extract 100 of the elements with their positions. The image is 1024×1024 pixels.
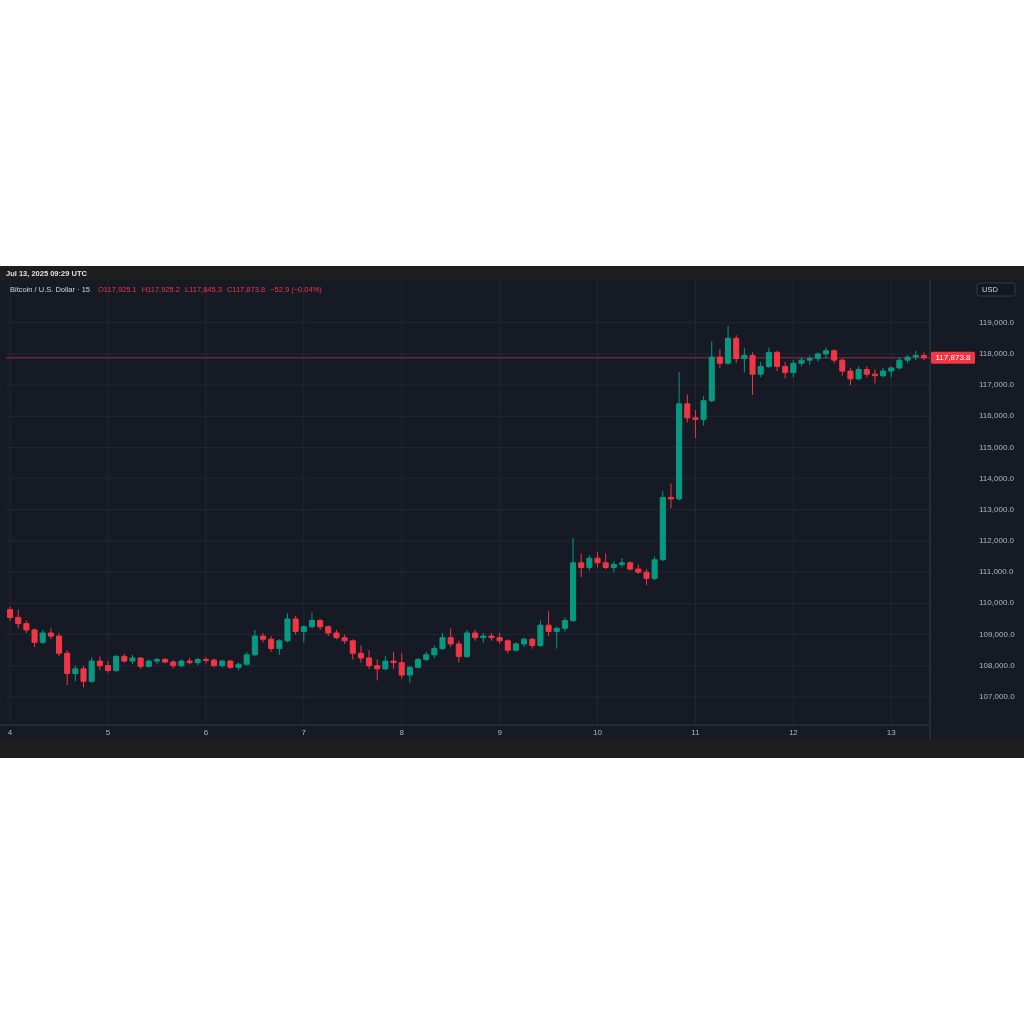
y-tick-label: 111,000.0 bbox=[979, 567, 1014, 577]
candlestick bbox=[284, 612, 291, 643]
candlestick bbox=[423, 651, 430, 662]
candlestick bbox=[831, 348, 838, 364]
candlestick bbox=[96, 655, 103, 671]
candlestick bbox=[153, 657, 160, 665]
candlestick bbox=[529, 637, 536, 650]
candlestick bbox=[39, 629, 46, 645]
candlestick bbox=[855, 365, 862, 381]
candlestick bbox=[80, 665, 87, 689]
candlestick bbox=[537, 620, 544, 648]
y-tick-label: 108,000.0 bbox=[979, 660, 1016, 670]
candlestick bbox=[406, 665, 413, 684]
y-tick-label: 112,000.0 bbox=[979, 536, 1015, 546]
x-tick-label: 5 bbox=[105, 728, 111, 738]
candlestick bbox=[684, 393, 691, 424]
candlestick bbox=[871, 369, 878, 385]
candlestick bbox=[439, 632, 446, 651]
candlestick bbox=[251, 629, 258, 657]
candlestick bbox=[586, 554, 593, 572]
candlestick bbox=[741, 347, 748, 374]
candlestick bbox=[651, 556, 658, 581]
candlestick bbox=[7, 606, 14, 622]
candlestick bbox=[504, 638, 511, 654]
candlestick bbox=[676, 371, 683, 501]
candlestick bbox=[219, 659, 226, 668]
candlestick bbox=[137, 656, 144, 670]
candlestick bbox=[757, 361, 764, 378]
candlestick bbox=[398, 652, 405, 679]
x-tick-label: 10 bbox=[593, 728, 603, 738]
ref-line-label: 117,873.8 bbox=[935, 352, 972, 362]
candlestick bbox=[839, 358, 846, 377]
candlestick bbox=[773, 350, 781, 372]
candlestick bbox=[627, 560, 634, 572]
candlestick bbox=[170, 659, 177, 669]
candlestick bbox=[765, 347, 772, 369]
candlestick bbox=[806, 354, 813, 366]
candlestick bbox=[920, 351, 927, 361]
candlestick bbox=[610, 560, 617, 573]
candlestick bbox=[659, 490, 666, 562]
candlestick bbox=[480, 632, 487, 643]
candlestick bbox=[602, 552, 609, 570]
candlestick bbox=[308, 612, 315, 629]
candlestick bbox=[243, 651, 250, 667]
candlestick bbox=[822, 347, 829, 360]
candlestick bbox=[300, 624, 307, 643]
candlestick bbox=[145, 659, 152, 668]
candlestick bbox=[325, 624, 332, 637]
candlestick bbox=[15, 609, 22, 629]
candlestick bbox=[521, 637, 528, 648]
candlestick bbox=[847, 367, 854, 386]
candlestick bbox=[578, 552, 585, 578]
candlestick bbox=[447, 627, 454, 648]
candlestick bbox=[72, 665, 79, 682]
candlestick bbox=[202, 656, 209, 664]
candlestick bbox=[259, 632, 267, 643]
x-tick-label: 12 bbox=[788, 728, 799, 738]
candlestick bbox=[863, 365, 870, 378]
candlestick bbox=[667, 482, 674, 509]
candlestick bbox=[227, 659, 234, 670]
y-tick-label: 109,000.0 bbox=[979, 629, 1016, 639]
x-tick-label: 9 bbox=[497, 728, 503, 738]
x-tick-label: 11 bbox=[691, 728, 701, 738]
candlestick bbox=[431, 644, 438, 659]
x-tick-label: 13 bbox=[886, 728, 897, 738]
candlestick bbox=[268, 635, 275, 653]
candlestick bbox=[178, 659, 185, 668]
candlestick bbox=[725, 325, 732, 366]
candlestick bbox=[782, 361, 789, 379]
candlestick bbox=[455, 640, 462, 664]
candlestick bbox=[349, 638, 356, 661]
y-tick-label: 114,000.0 bbox=[979, 473, 1015, 483]
y-tick-label: 115,000.0 bbox=[979, 442, 1015, 452]
candlestick bbox=[162, 657, 169, 664]
candlestick bbox=[390, 651, 397, 670]
candlestick bbox=[235, 662, 242, 671]
candlestick bbox=[317, 618, 324, 631]
candlestick bbox=[276, 638, 283, 656]
candlestick bbox=[292, 615, 299, 636]
x-tick-label: 8 bbox=[399, 728, 405, 738]
candlestick bbox=[415, 657, 422, 670]
candlestick bbox=[888, 365, 895, 378]
candlestick bbox=[366, 649, 373, 670]
candlestick bbox=[708, 340, 715, 403]
candlestick bbox=[113, 654, 120, 673]
candlestick bbox=[512, 641, 519, 653]
candlestick bbox=[643, 568, 650, 586]
candlestick bbox=[211, 658, 218, 668]
candlestick bbox=[472, 629, 479, 642]
candlestick bbox=[374, 659, 381, 681]
candlestick bbox=[121, 653, 128, 664]
candlestick bbox=[570, 537, 577, 623]
y-tick-label: 119,000.0 bbox=[979, 317, 1015, 327]
candlestick bbox=[186, 657, 193, 665]
candlestick bbox=[545, 610, 552, 637]
x-tick-label: 7 bbox=[301, 728, 307, 738]
candlestick bbox=[56, 632, 63, 657]
candlestick bbox=[880, 367, 887, 378]
candlestick bbox=[561, 616, 568, 632]
candlestick bbox=[357, 644, 364, 664]
